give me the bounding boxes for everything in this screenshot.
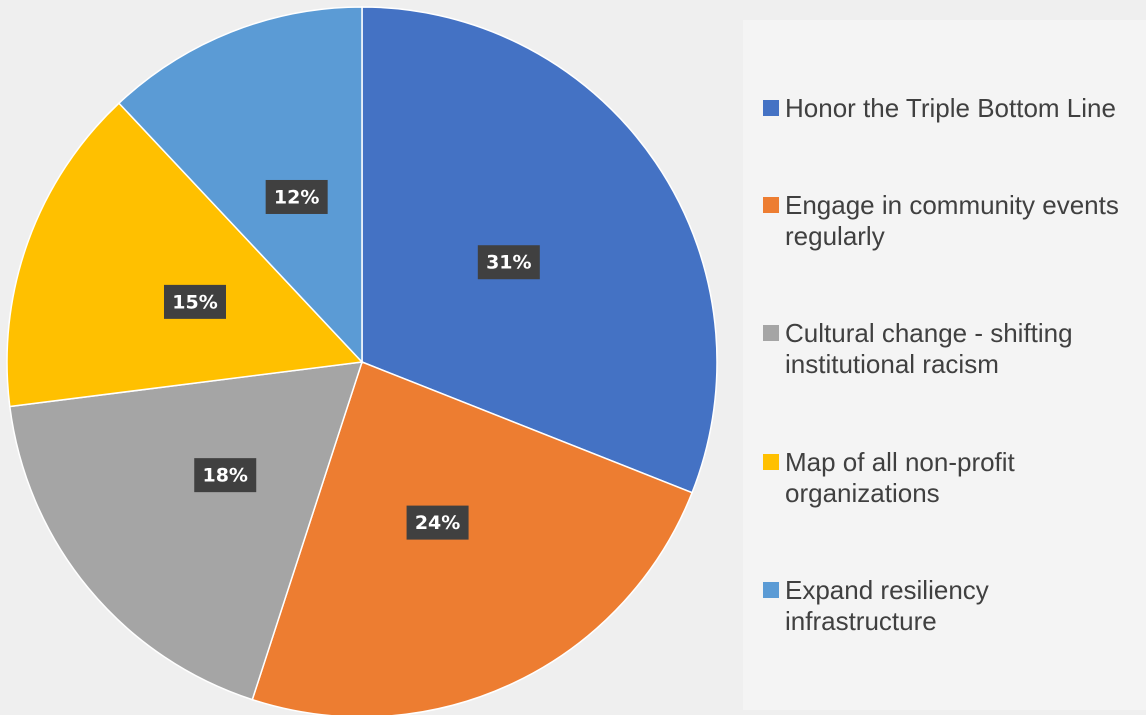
data-label: 15%	[172, 291, 217, 313]
data-label-box	[477, 245, 540, 280]
data-label: 18%	[202, 465, 247, 487]
legend-swatch	[763, 197, 779, 214]
pie-slice	[8, 361, 364, 701]
data-label-box	[194, 458, 257, 493]
legend-entry: Map of all non-profit organizations	[743, 447, 1146, 509]
legend-entry: Honor the Triple Bottom Line	[743, 93, 1146, 124]
data-label-box	[265, 179, 328, 214]
legend-label: Map of all non-profit organizations	[785, 446, 1015, 508]
legend-label: Expand resiliency infrastructure	[785, 574, 989, 636]
legend-label: Engage in community events regularly	[785, 190, 1119, 252]
legend-swatch	[763, 581, 779, 598]
legend: Honor the Triple Bottom Line Engage in co…	[743, 20, 1146, 710]
data-label-box	[406, 505, 469, 540]
legend-swatch	[763, 453, 779, 470]
pie-slice	[117, 6, 363, 364]
data-label-box	[163, 284, 226, 319]
legend-swatch	[763, 100, 779, 117]
legend-label: Cultural change - shifting institutional…	[785, 318, 1073, 380]
data-label: 24%	[415, 512, 460, 534]
legend-label: Honor the Triple Bottom Line	[785, 93, 1116, 124]
legend-entry: Cultural change - shifting institutional…	[743, 318, 1146, 380]
pie-slice	[251, 361, 694, 715]
legend-entry: Engage in community events regularly	[743, 190, 1146, 252]
legend-entry: Expand resiliency infrastructure	[743, 575, 1146, 637]
pie-slice	[6, 102, 364, 408]
chart: 31% 24% 18% 15% 12%	[6, 6, 718, 715]
data-label: 12%	[274, 186, 319, 208]
data-label: 31%	[486, 252, 531, 274]
legend-swatch	[763, 325, 779, 342]
